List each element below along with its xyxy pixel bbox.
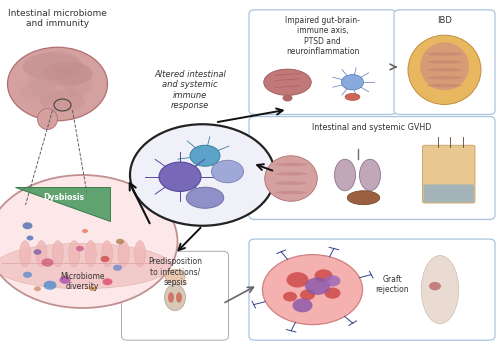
Text: Intestinal and systemic GVHD: Intestinal and systemic GVHD <box>312 122 432 132</box>
Text: Microbiome
diversity: Microbiome diversity <box>60 272 105 292</box>
Ellipse shape <box>408 35 481 105</box>
Ellipse shape <box>118 241 129 267</box>
Circle shape <box>34 249 42 255</box>
Circle shape <box>324 288 340 299</box>
Circle shape <box>22 222 32 229</box>
Circle shape <box>429 282 441 290</box>
Circle shape <box>26 236 34 240</box>
Circle shape <box>262 255 362 325</box>
Ellipse shape <box>168 292 174 303</box>
FancyBboxPatch shape <box>249 117 495 219</box>
Circle shape <box>102 278 113 285</box>
Circle shape <box>305 277 330 295</box>
Ellipse shape <box>164 284 186 311</box>
Circle shape <box>130 124 275 226</box>
Ellipse shape <box>69 241 80 267</box>
Ellipse shape <box>52 241 64 267</box>
Text: Predisposition
to infections/
sepsis: Predisposition to infections/ sepsis <box>148 257 202 287</box>
Circle shape <box>159 162 201 191</box>
FancyBboxPatch shape <box>424 184 474 202</box>
Ellipse shape <box>360 159 380 191</box>
Circle shape <box>60 276 70 284</box>
Ellipse shape <box>42 61 92 86</box>
Ellipse shape <box>282 94 292 101</box>
Circle shape <box>42 258 54 267</box>
Ellipse shape <box>275 181 307 185</box>
Circle shape <box>324 275 340 286</box>
Ellipse shape <box>426 84 462 88</box>
Text: Altered intestinal
and systemic
immune
response: Altered intestinal and systemic immune r… <box>154 70 226 110</box>
Circle shape <box>212 160 244 183</box>
Text: Graft
rejection: Graft rejection <box>376 275 410 294</box>
Ellipse shape <box>134 241 145 267</box>
Ellipse shape <box>38 51 78 68</box>
FancyBboxPatch shape <box>249 10 396 114</box>
Ellipse shape <box>420 42 469 90</box>
Circle shape <box>300 290 315 300</box>
Circle shape <box>23 272 32 278</box>
Polygon shape <box>15 187 110 220</box>
Circle shape <box>178 280 186 286</box>
Circle shape <box>165 270 185 284</box>
Ellipse shape <box>22 52 82 80</box>
Circle shape <box>76 246 84 251</box>
Ellipse shape <box>36 241 47 267</box>
Ellipse shape <box>265 156 318 201</box>
FancyBboxPatch shape <box>122 251 228 340</box>
Ellipse shape <box>347 191 380 205</box>
Circle shape <box>292 298 312 312</box>
Ellipse shape <box>421 256 459 324</box>
FancyBboxPatch shape <box>249 239 495 340</box>
Circle shape <box>342 75 363 90</box>
Text: Impaired gut-brain-
immune axis,
PTSD and
neuroinflammation: Impaired gut-brain- immune axis, PTSD an… <box>285 16 360 56</box>
Text: Dysbiosis: Dysbiosis <box>44 193 84 202</box>
Ellipse shape <box>426 68 462 72</box>
Ellipse shape <box>426 76 462 79</box>
Circle shape <box>314 270 332 282</box>
Circle shape <box>34 286 41 291</box>
Ellipse shape <box>38 108 58 130</box>
Circle shape <box>0 175 178 308</box>
FancyBboxPatch shape <box>394 10 495 114</box>
Ellipse shape <box>20 79 75 103</box>
Ellipse shape <box>28 63 58 98</box>
Ellipse shape <box>176 292 182 303</box>
Ellipse shape <box>8 47 108 121</box>
Text: IBD: IBD <box>437 16 452 25</box>
Ellipse shape <box>62 65 92 96</box>
Ellipse shape <box>275 191 307 194</box>
Ellipse shape <box>20 241 30 267</box>
Ellipse shape <box>334 159 355 191</box>
Circle shape <box>89 286 96 291</box>
Ellipse shape <box>426 60 462 64</box>
Circle shape <box>116 239 124 244</box>
Ellipse shape <box>85 241 96 267</box>
Ellipse shape <box>345 93 360 100</box>
Ellipse shape <box>426 52 462 56</box>
Ellipse shape <box>275 163 307 166</box>
Circle shape <box>82 229 88 233</box>
Ellipse shape <box>0 243 170 289</box>
Text: Intestinal microbiome
and immunity: Intestinal microbiome and immunity <box>8 9 107 28</box>
FancyBboxPatch shape <box>422 145 475 203</box>
Circle shape <box>113 265 122 271</box>
Ellipse shape <box>264 69 311 95</box>
Circle shape <box>283 292 297 301</box>
Circle shape <box>44 281 57 290</box>
Ellipse shape <box>40 91 85 112</box>
Circle shape <box>286 272 308 288</box>
Circle shape <box>100 256 110 262</box>
Circle shape <box>190 145 220 166</box>
Ellipse shape <box>102 241 112 267</box>
Ellipse shape <box>275 172 307 176</box>
Ellipse shape <box>186 187 224 208</box>
